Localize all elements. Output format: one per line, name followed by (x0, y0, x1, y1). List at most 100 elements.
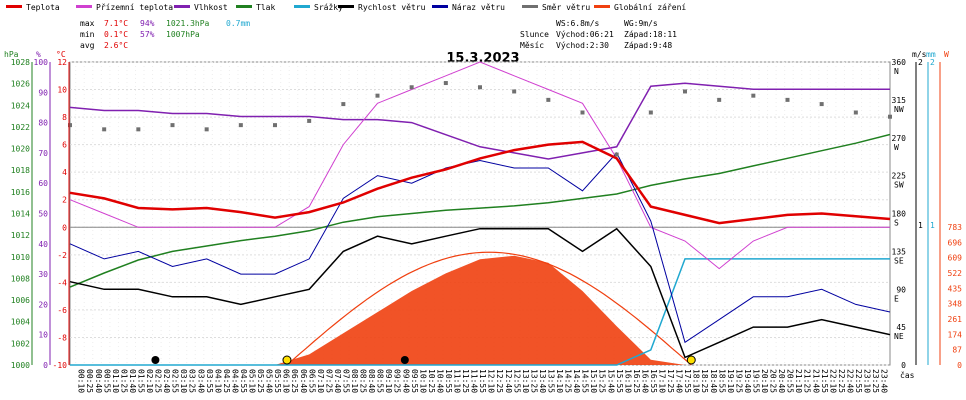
y-tick-wind-name: NE (894, 332, 904, 341)
y-tick-radiation: 0 (957, 361, 962, 370)
x-tick-label: 21:55 (820, 369, 829, 393)
wind-dir-point (717, 97, 722, 102)
y-tick-wind-name: NW (894, 105, 904, 114)
stats-min-hum: 57% (140, 30, 155, 39)
x-tick-label: 15:55 (615, 369, 624, 393)
y-tick-wind-dir: 360 (892, 58, 907, 67)
legend-label: Směr větru (542, 3, 590, 12)
x-tick-label: 07:25 (324, 369, 333, 393)
y-tick-radiation: 435 (948, 284, 963, 293)
unit-w: W (944, 50, 949, 59)
x-tick-label: 17:40 (675, 369, 684, 393)
sunrise-marker (282, 355, 292, 365)
x-tick-label: 14:55 (581, 369, 590, 393)
x-tick-label: 19:40 (743, 369, 752, 393)
x-tick-label: 11:40 (470, 369, 479, 393)
wind-dir-point (614, 152, 619, 157)
x-tick-label: 04:40 (230, 369, 239, 393)
y-tick-temperature: 0 (62, 223, 67, 232)
wind-dir-point (136, 127, 141, 132)
x-tick-label: 16:25 (632, 369, 641, 393)
x-tick-label: 11:25 (461, 369, 470, 393)
wind-dir-point (478, 85, 482, 90)
series-line-n-raz-v-tru (69, 152, 891, 344)
x-tick-label: 08:40 (367, 369, 376, 393)
wind-dir-point (546, 97, 551, 102)
x-tick-label: 06:25 (290, 369, 299, 393)
x-tick-label: 22:10 (828, 369, 837, 393)
y-tick-wind-dir: 180 (892, 210, 907, 219)
legend-swatch (432, 5, 448, 8)
x-tick-label: 09:40 (401, 369, 410, 393)
y-tick-wind-dir: 0 (901, 361, 906, 370)
legend-swatch (76, 5, 92, 8)
legend-swatch (294, 5, 310, 8)
unit-mm: mm (926, 50, 936, 59)
x-tick-label: 10:10 (418, 369, 427, 393)
x-tick-label: 13:40 (538, 369, 547, 393)
series-radiation-area (70, 255, 890, 365)
stats-min-press: 1007hPa (166, 30, 200, 39)
y-tick-radiation: 609 (948, 254, 963, 263)
x-tick-label: 05:55 (273, 369, 282, 393)
y-tick-radiation: 522 (948, 269, 963, 278)
x-tick-label: 02:25 (154, 369, 163, 393)
x-tick-label: 02:40 (162, 369, 171, 393)
y-tick-humidity: 70 (38, 149, 48, 158)
x-tick-label: 06:40 (299, 369, 308, 393)
x-tick-label: 03:10 (179, 369, 188, 393)
x-tick-label: 19:55 (751, 369, 760, 393)
y-tick-humidity: 20 (38, 300, 48, 309)
moon-label: Měsíc (520, 41, 544, 50)
sun-label: Slunce (520, 30, 549, 39)
sun-rise: Východ:06:21 (556, 30, 614, 39)
y-tick-pressure: 1016 (11, 188, 30, 197)
y-tick-wind-ms: 2 (918, 58, 923, 67)
wind-dir-point (204, 127, 209, 132)
unit-ms: m/s (912, 50, 927, 59)
series-line-tlak (69, 133, 891, 288)
x-tick-label: 09:10 (384, 369, 393, 393)
x-tick-label: 22:25 (837, 369, 846, 393)
x-tick-label: 18:40 (709, 369, 718, 393)
y-tick-pressure: 1026 (11, 80, 30, 89)
x-tick-label: 20:10 (760, 369, 769, 393)
x-tick-label: 00:10 (77, 369, 86, 393)
y-tick-pressure: 1024 (11, 101, 30, 110)
x-tick-label: 07:10 (316, 369, 325, 393)
x-tick-label: 13:25 (529, 369, 538, 393)
plot-area (68, 61, 892, 366)
y-tick-temperature: 6 (62, 141, 67, 150)
x-tick-label: 15:40 (606, 369, 615, 393)
x-tick-label: 04:55 (239, 369, 248, 393)
sunset-marker (686, 355, 696, 365)
legend-label: Teplota (26, 3, 60, 12)
x-tick-label: 22:55 (854, 369, 863, 393)
wind-dir-point (819, 102, 824, 107)
series-line-p-zemn-teplota (69, 61, 890, 270)
x-tick-label: 07:40 (333, 369, 342, 393)
y-tick-wind-name: N (894, 67, 899, 76)
stats-min-label: min (80, 30, 95, 39)
y-tick-humidity: 50 (38, 210, 48, 219)
x-tick-label: 02:55 (171, 369, 180, 393)
legend-swatch (174, 5, 190, 8)
y-tick-temperature: 2 (62, 196, 67, 205)
x-tick-label: 21:10 (794, 369, 803, 393)
x-tick-label: 01:55 (136, 369, 145, 393)
stats-block: max 7.1°C 94% 1021.3hPa 0.7mm min 0.1°C … (80, 19, 250, 50)
x-tick-label: 19:25 (734, 369, 743, 393)
y-tick-temperature: -4 (57, 278, 67, 287)
y-tick-wind-ms: 1 (918, 221, 923, 230)
y-tick-pressure: 1022 (11, 123, 30, 132)
wind-dir-point (238, 123, 243, 128)
x-tick-label: 20:25 (769, 369, 778, 393)
y-tick-temperature: -10 (53, 361, 68, 370)
y-tick-radiation: 348 (948, 300, 963, 309)
x-tick-label: 22:40 (845, 369, 854, 393)
x-tick-label: 12:10 (487, 369, 496, 393)
stats-max-press: 1021.3hPa (166, 19, 210, 28)
x-tick-label: 18:10 (692, 369, 701, 393)
axes: 00:10 00:25 00:40 00:55 01:10 01:25 01:40 01:55… (11, 58, 962, 393)
legend-label: Vlhkost (194, 3, 228, 12)
